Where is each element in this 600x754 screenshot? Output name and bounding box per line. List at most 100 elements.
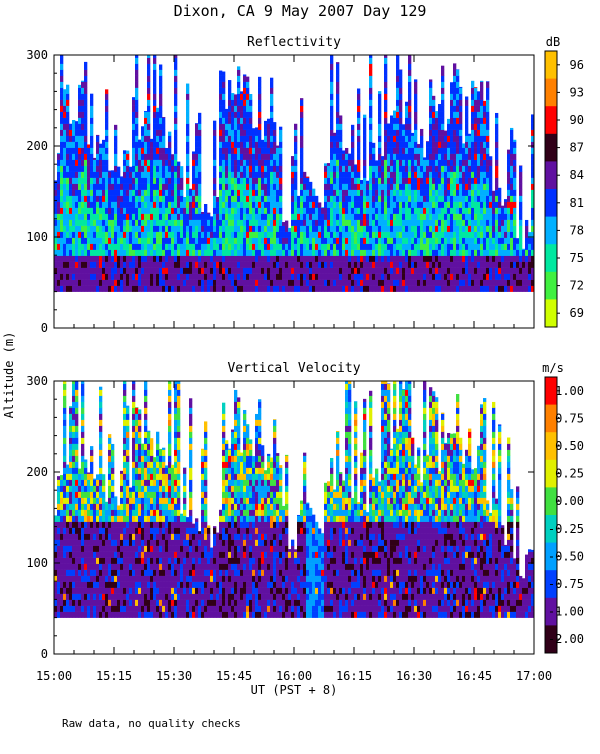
reflectivity-cell bbox=[81, 202, 84, 208]
reflectivity-cell bbox=[495, 142, 498, 148]
reflectivity-cell bbox=[435, 232, 438, 238]
reflectivity-cell bbox=[228, 142, 231, 148]
reflectivity-cell bbox=[195, 154, 198, 160]
reflectivity-cell bbox=[258, 130, 261, 136]
reflectivity-cell bbox=[369, 238, 372, 244]
reflectivity-cell bbox=[213, 268, 216, 274]
reflectivity-cell bbox=[429, 184, 432, 190]
reflectivity-cell bbox=[357, 268, 360, 274]
reflectivity-cell bbox=[420, 280, 423, 286]
reflectivity-cell bbox=[69, 250, 72, 256]
reflectivity-cell bbox=[87, 190, 90, 196]
reflectivity-cell bbox=[450, 130, 453, 136]
reflectivity-cell bbox=[387, 148, 390, 154]
reflectivity-cell bbox=[462, 238, 465, 244]
reflectivity-cell bbox=[132, 190, 135, 196]
reflectivity-cell bbox=[141, 202, 144, 208]
reflectivity-cell bbox=[357, 130, 360, 136]
reflectivity-cell bbox=[336, 244, 339, 250]
reflectivity-cell bbox=[138, 154, 141, 160]
reflectivity-cell bbox=[519, 214, 522, 220]
reflectivity-cell bbox=[417, 286, 420, 292]
reflectivity-cell bbox=[318, 208, 321, 214]
vertical-velocity-cell bbox=[66, 504, 69, 510]
reflectivity-cell bbox=[492, 202, 495, 208]
vertical-velocity-cell bbox=[69, 462, 72, 468]
reflectivity-cell bbox=[135, 166, 138, 172]
reflectivity-cell bbox=[525, 286, 528, 292]
reflectivity-cell bbox=[351, 190, 354, 196]
reflectivity-cell bbox=[249, 184, 252, 190]
reflectivity-cell bbox=[93, 268, 96, 274]
reflectivity-cell bbox=[459, 274, 462, 280]
reflectivity-cell bbox=[228, 80, 231, 82]
reflectivity-cell bbox=[264, 160, 267, 166]
reflectivity-cell bbox=[261, 208, 264, 214]
reflectivity-cell bbox=[411, 286, 414, 292]
reflectivity-cell bbox=[135, 178, 138, 184]
reflectivity-cell bbox=[123, 184, 126, 190]
reflectivity-cell bbox=[84, 196, 87, 202]
reflectivity-cell bbox=[477, 238, 480, 244]
reflectivity-cell bbox=[354, 262, 357, 268]
reflectivity-cell bbox=[138, 166, 141, 172]
reflectivity-cell bbox=[78, 262, 81, 268]
reflectivity-cell bbox=[222, 286, 225, 292]
reflectivity-cell bbox=[270, 154, 273, 160]
reflectivity-cell bbox=[84, 178, 87, 184]
reflectivity-cell bbox=[339, 220, 342, 226]
reflectivity-cell bbox=[468, 256, 471, 262]
reflectivity-cell bbox=[267, 286, 270, 292]
reflectivity-cell bbox=[66, 262, 69, 268]
reflectivity-cell bbox=[504, 274, 507, 280]
reflectivity-cell bbox=[159, 160, 162, 166]
vertical-velocity-cell bbox=[72, 504, 75, 510]
vertical-velocity-cell bbox=[66, 486, 69, 492]
reflectivity-cell bbox=[519, 220, 522, 226]
reflectivity-cell bbox=[354, 244, 357, 250]
vertical-velocity-cell bbox=[81, 426, 84, 432]
vertical-velocity-cell bbox=[84, 552, 87, 558]
reflectivity-cell bbox=[408, 118, 411, 124]
reflectivity-cell bbox=[441, 112, 444, 118]
reflectivity-cell bbox=[414, 244, 417, 250]
reflectivity-cell bbox=[420, 202, 423, 208]
reflectivity-cell bbox=[270, 286, 273, 292]
reflectivity-cell bbox=[417, 268, 420, 274]
reflectivity-cell bbox=[195, 208, 198, 214]
reflectivity-cell bbox=[384, 148, 387, 154]
reflectivity-cell bbox=[126, 160, 129, 166]
reflectivity-cell bbox=[336, 232, 339, 238]
reflectivity-cell bbox=[453, 262, 456, 268]
reflectivity-cell bbox=[453, 154, 456, 160]
reflectivity-cell bbox=[465, 208, 468, 214]
reflectivity-cell bbox=[441, 286, 444, 292]
reflectivity-cell bbox=[63, 124, 66, 130]
reflectivity-cell bbox=[186, 130, 189, 136]
reflectivity-cell bbox=[216, 244, 219, 250]
reflectivity-cell bbox=[144, 208, 147, 214]
vertical-velocity-cell bbox=[87, 606, 90, 612]
reflectivity-cell bbox=[162, 160, 165, 166]
reflectivity-cell bbox=[267, 226, 270, 232]
reflectivity-cell bbox=[279, 160, 282, 166]
reflectivity-cell bbox=[165, 208, 168, 214]
reflectivity-cell bbox=[369, 208, 372, 214]
reflectivity-cell bbox=[252, 190, 255, 196]
reflectivity-cell bbox=[198, 208, 201, 214]
reflectivity-cell bbox=[165, 190, 168, 196]
reflectivity-cell bbox=[495, 154, 498, 160]
reflectivity-cell bbox=[312, 256, 315, 262]
reflectivity-cell bbox=[135, 124, 138, 130]
reflectivity-cell bbox=[66, 88, 69, 94]
vertical-velocity-cell bbox=[63, 408, 66, 414]
reflectivity-cell bbox=[408, 154, 411, 160]
reflectivity-cell bbox=[210, 250, 213, 256]
reflectivity-cell bbox=[402, 232, 405, 238]
reflectivity-cell bbox=[249, 112, 252, 118]
reflectivity-cell bbox=[270, 160, 273, 166]
reflectivity-cell bbox=[81, 154, 84, 160]
reflectivity-cell bbox=[336, 286, 339, 292]
reflectivity-cell bbox=[396, 70, 399, 76]
reflectivity-cell bbox=[447, 202, 450, 208]
